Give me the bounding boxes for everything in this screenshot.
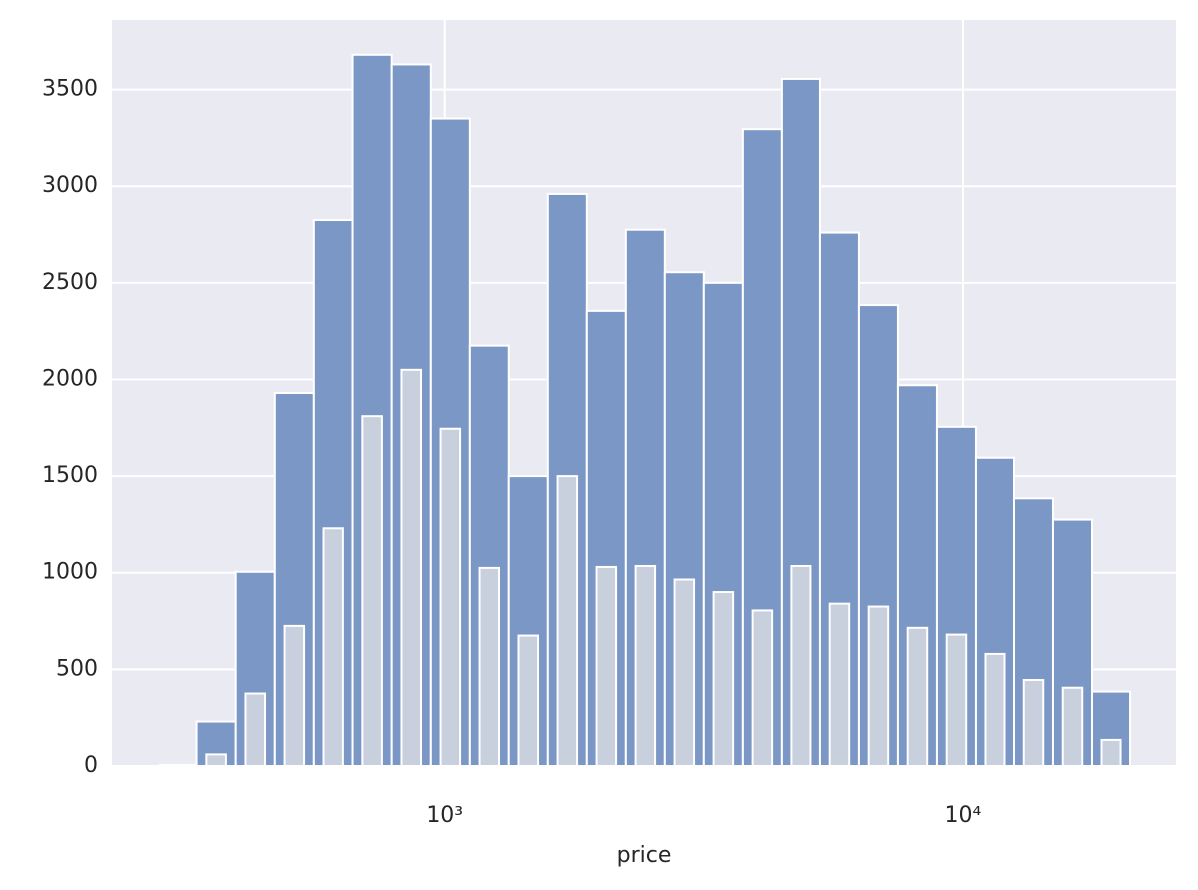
y-tick-label: 500 <box>56 656 98 681</box>
bar <box>478 566 501 768</box>
bar <box>1061 686 1084 767</box>
bar <box>595 565 618 767</box>
bar <box>158 764 198 768</box>
bar <box>790 564 812 767</box>
bar <box>634 564 657 767</box>
y-tick-label: 0 <box>84 753 98 778</box>
bar <box>828 602 851 767</box>
bar <box>244 692 267 767</box>
bar <box>517 634 540 767</box>
bar <box>673 578 696 767</box>
bar <box>1022 678 1045 768</box>
x-axis-label: price <box>617 843 672 868</box>
y-tick-label: 2000 <box>42 366 98 391</box>
bar <box>283 624 306 767</box>
bar <box>556 475 579 767</box>
bar <box>945 633 968 768</box>
bar <box>857 304 899 767</box>
bar <box>1100 738 1122 767</box>
y-tick-label: 2500 <box>42 270 98 295</box>
bar <box>205 753 227 768</box>
x-tick-label: 10³ <box>426 803 463 828</box>
y-tick-label: 1500 <box>42 463 98 488</box>
bar <box>867 605 890 768</box>
bar <box>984 652 1006 767</box>
y-tick-label: 1000 <box>42 560 98 585</box>
bar <box>400 368 423 767</box>
bar <box>322 527 344 767</box>
bar <box>712 591 735 768</box>
bar <box>439 427 462 767</box>
x-tick-label: 10⁴ <box>945 803 982 828</box>
bar <box>906 626 929 767</box>
bar <box>751 609 774 768</box>
y-tick-label: 3000 <box>42 173 98 198</box>
y-tick-label: 3500 <box>42 77 98 102</box>
bar <box>361 415 383 767</box>
